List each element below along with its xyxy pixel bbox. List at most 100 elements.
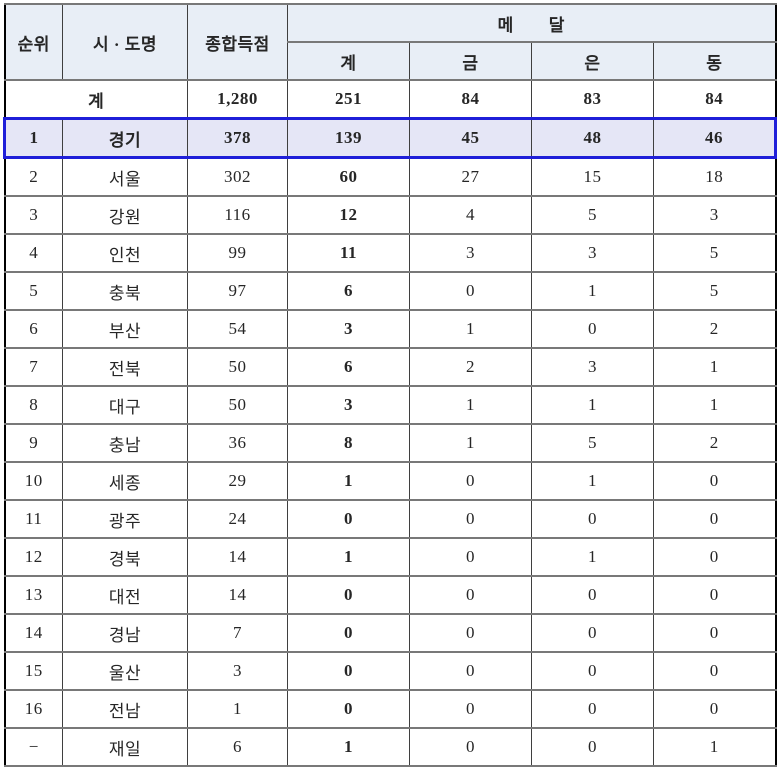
medal-total-cell: 0 [287,499,410,539]
region-cell: 재일 [62,727,188,767]
col-header-medals: 메 달 [286,3,777,43]
table-row: 13 대전 14 0 0 0 0 [4,575,777,615]
medal-total-cell: 0 [287,575,410,615]
region-cell: 부산 [62,309,188,349]
gold-cell: 0 [409,727,532,767]
silver-cell: 3 [531,233,654,273]
region-cell: 대전 [62,575,188,615]
table-row: 9 충남 36 8 1 5 2 [4,423,777,463]
score-cell: 99 [187,233,288,273]
score-cell: 97 [187,271,288,311]
total-bronze-cell: 84 [652,79,777,120]
region-cell: 인천 [62,233,188,273]
score-cell: 3 [187,651,288,691]
gold-cell: 0 [409,613,532,653]
bronze-cell: 18 [652,156,777,197]
table-row: 12 경북 14 1 0 1 0 [4,537,777,577]
bronze-cell: 2 [652,309,777,349]
region-cell: 서울 [62,156,188,197]
score-cell: 36 [187,423,288,463]
medal-total-cell: 60 [287,156,410,197]
col-header-medal-total: 계 [287,41,410,81]
score-cell: 54 [187,309,288,349]
header-row-1: 순위 시 · 도명 종합득점 메 달 [4,3,777,81]
silver-cell: 0 [531,309,654,349]
rank-cell: 9 [4,423,63,463]
gold-cell: 2 [409,347,532,387]
medal-total-cell: 11 [287,233,410,273]
gold-cell: 0 [409,575,532,615]
region-cell: 충북 [62,271,188,311]
silver-cell: 1 [531,271,654,311]
silver-cell: 0 [531,575,654,615]
total-label-cell: 계 [4,79,188,120]
table-row: 4 인천 99 11 3 3 5 [4,233,777,273]
silver-cell: 48 [531,117,654,159]
silver-cell: 5 [531,423,654,463]
score-cell: 29 [187,461,288,501]
region-cell: 광주 [62,499,188,539]
rank-cell: 7 [4,347,63,387]
col-header-region: 시 · 도명 [62,3,188,81]
total-gold-cell: 84 [409,79,532,120]
score-cell: 6 [187,727,288,767]
rank-cell: 3 [4,195,63,235]
silver-cell: 0 [531,727,654,767]
medal-total-cell: 6 [287,271,410,311]
score-cell: 1 [187,689,288,729]
bronze-cell: 0 [652,461,777,501]
silver-cell: 0 [531,499,654,539]
table-row: 6 부산 54 3 1 0 2 [4,309,777,349]
gold-cell: 0 [409,271,532,311]
silver-cell: 1 [531,461,654,501]
medal-total-cell: 1 [287,537,410,577]
table-row: 14 경남 7 0 0 0 0 [4,613,777,653]
bronze-cell: 1 [652,347,777,387]
bronze-cell: 0 [652,689,777,729]
table-row: 8 대구 50 3 1 1 1 [4,385,777,425]
medal-total-cell: 12 [287,195,410,235]
gold-cell: 0 [409,537,532,577]
bronze-cell: 0 [652,499,777,539]
col-header-score: 종합득점 [187,3,288,81]
col-header-gold: 금 [409,41,532,81]
gold-cell: 45 [409,117,532,159]
medal-standings-table: 순위 시 · 도명 종합득점 메 달 계 금 은 동 계 1,280 251 8… [3,3,778,767]
rank-cell: − [4,727,63,767]
silver-cell: 1 [531,537,654,577]
gold-cell: 0 [409,461,532,501]
region-cell: 강원 [62,195,188,235]
silver-cell: 3 [531,347,654,387]
rank-cell: 15 [4,651,63,691]
table-row: 15 울산 3 0 0 0 0 [4,651,777,691]
medal-total-cell: 8 [287,423,410,463]
bronze-cell: 3 [652,195,777,235]
region-cell: 충남 [62,423,188,463]
score-cell: 50 [187,347,288,387]
region-cell: 전북 [62,347,188,387]
table-row: 1 경기 378 139 45 48 46 [3,117,778,159]
col-header-bronze: 동 [652,41,777,81]
bronze-cell: 0 [652,575,777,615]
rank-cell: 13 [4,575,63,615]
gold-cell: 0 [409,651,532,691]
score-cell: 378 [187,117,288,159]
medal-total-cell: 0 [287,651,410,691]
rank-cell: 12 [4,537,63,577]
score-cell: 24 [187,499,288,539]
rank-cell: 1 [3,117,63,159]
gold-cell: 4 [409,195,532,235]
gold-cell: 3 [409,233,532,273]
gold-cell: 27 [409,156,532,197]
region-cell: 전남 [62,689,188,729]
medal-total-cell: 3 [287,309,410,349]
medal-total-cell: 1 [287,461,410,501]
gold-cell: 0 [409,689,532,729]
bronze-cell: 0 [652,537,777,577]
medal-total-cell: 1 [287,727,410,767]
table-row: 3 강원 116 12 4 5 3 [4,195,777,235]
table-row: 10 세종 29 1 0 1 0 [4,461,777,501]
gold-cell: 1 [409,309,532,349]
medal-total-cell: 139 [287,117,410,159]
score-cell: 14 [187,537,288,577]
